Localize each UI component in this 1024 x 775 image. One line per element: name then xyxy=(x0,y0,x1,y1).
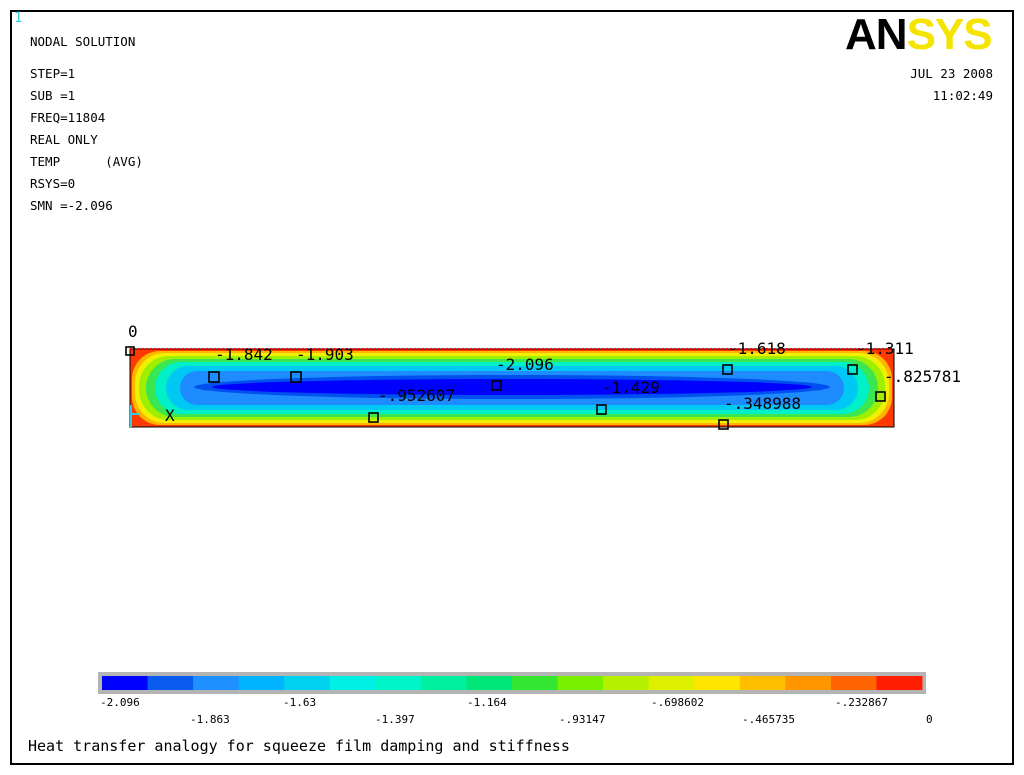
ansys-logo: ANSYS xyxy=(845,10,1015,60)
info-step: STEP=1 xyxy=(30,66,76,81)
plot-time: 11:02:49 xyxy=(932,88,993,103)
node-label-2: -1.903 xyxy=(296,345,354,364)
node-label-4: -.952607 xyxy=(378,386,456,405)
node-label-3: -2.096 xyxy=(496,355,554,374)
colorbar-label-bottom-2: -1.397 xyxy=(375,713,415,726)
colorbar-label-bottom-4: -.465735 xyxy=(742,713,795,726)
colorbar-cell xyxy=(694,676,741,690)
colorbar-label-bottom-1: -1.863 xyxy=(190,713,230,726)
info-real: REAL ONLY xyxy=(30,132,98,147)
node-label-1: -1.842 xyxy=(215,345,273,364)
info-rsys: RSYS=0 xyxy=(30,176,76,191)
colorbar-label-top-2: -1.63 xyxy=(283,696,317,709)
info-title: NODAL SOLUTION xyxy=(30,34,136,49)
plot-caption: Heat transfer analogy for squeeze film d… xyxy=(28,737,570,755)
plate-core-blue xyxy=(212,379,812,395)
node-marker xyxy=(208,371,220,383)
triad-x-label: X xyxy=(165,406,175,425)
node-label-5: -1.429 xyxy=(602,378,660,397)
node-label-8: -.825781 xyxy=(884,367,962,386)
colorbar-cell xyxy=(785,676,832,690)
info-freq: FREQ=11804 xyxy=(30,110,106,125)
node-marker xyxy=(722,364,733,375)
info-smn: SMN =-2.096 xyxy=(30,198,113,213)
node-marker xyxy=(875,391,886,402)
colorbar-cell xyxy=(830,676,877,690)
info-temp: TEMP (AVG) xyxy=(30,154,143,169)
colorbar-cell xyxy=(739,676,786,690)
origin-label: 0 xyxy=(128,322,138,341)
node-marker xyxy=(718,419,729,430)
plot-frame xyxy=(10,10,1014,765)
colorbar-label-top-4: -.698602 xyxy=(651,696,704,709)
colorbar-cell xyxy=(375,676,422,690)
colorbar-label-top-1: -2.096 xyxy=(100,696,140,709)
colorbar-cell xyxy=(284,676,331,690)
node-marker-origin xyxy=(125,346,135,356)
colorbar-cell xyxy=(238,676,285,690)
node-label-9: -.348988 xyxy=(724,394,802,413)
colorbar-cells xyxy=(102,676,923,690)
logo-part-an: AN xyxy=(845,10,908,59)
colorbar-cell xyxy=(420,676,467,690)
node-marker xyxy=(368,412,379,423)
logo-part-sys: SYS xyxy=(906,10,993,59)
node-label-7: -1.311 xyxy=(856,339,914,358)
node-marker xyxy=(596,404,607,415)
window-number: 1 xyxy=(14,10,23,26)
node-marker xyxy=(491,380,502,391)
colorbar-cell xyxy=(557,676,604,690)
colorbar-cell xyxy=(603,676,650,690)
plot-date: JUL 23 2008 xyxy=(910,66,993,81)
colorbar-label-bottom-5: 0 xyxy=(926,713,933,726)
colorbar-label-top-5: -.232867 xyxy=(835,696,888,709)
colorbar-label-bottom-3: -.93147 xyxy=(559,713,606,726)
node-marker xyxy=(847,364,858,375)
colorbar-cell xyxy=(147,676,194,690)
node-marker xyxy=(290,371,302,383)
info-sub: SUB =1 xyxy=(30,88,76,103)
colorbar-cell xyxy=(512,676,559,690)
colorbar-cell xyxy=(102,676,149,690)
colorbar-cell xyxy=(466,676,513,690)
colorbar-label-top-3: -1.164 xyxy=(467,696,507,709)
colorbar-cell xyxy=(648,676,695,690)
colorbar-cell xyxy=(193,676,240,690)
colorbar-cell xyxy=(876,676,923,690)
colorbar-cell xyxy=(329,676,376,690)
node-label-6: -1.618 xyxy=(728,339,786,358)
